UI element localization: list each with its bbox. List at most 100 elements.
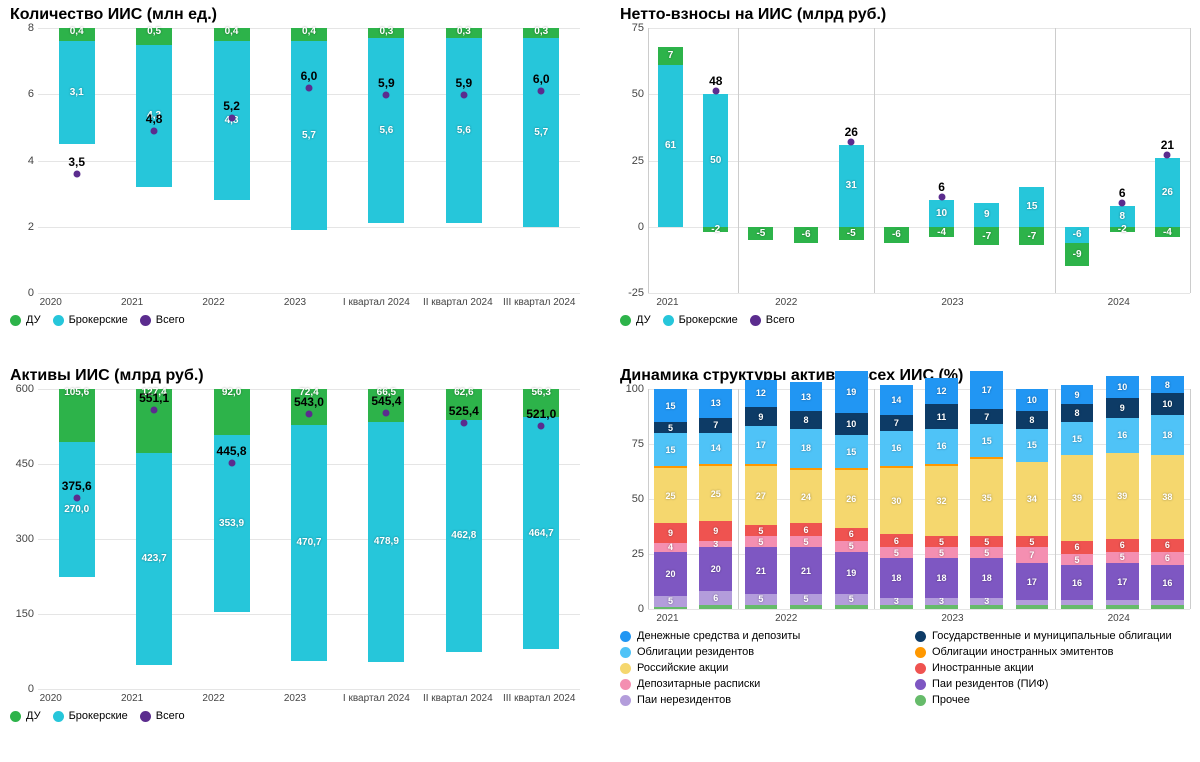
legend: ДУБрокерскиеВсего <box>620 314 1190 326</box>
segment-label: 5,6 <box>457 125 471 136</box>
legend-label: Паи резидентов (ПИФ) <box>932 678 1048 690</box>
plot-area: 024683,10,43,54,30,54,84,80,45,25,70,46,… <box>10 28 580 293</box>
x-label: 2021 <box>620 613 715 624</box>
segment-label: 62,6 <box>454 387 473 398</box>
total-label: 525,4 <box>449 404 479 418</box>
segment-label: 56,3 <box>532 387 551 398</box>
segment-label: -7 <box>982 231 991 242</box>
plot-area: 0150300450600270,0105,6375,6423,7127,455… <box>10 389 580 689</box>
x-label: I квартал 2024 <box>336 297 417 308</box>
segment-label: 8 <box>1075 408 1080 418</box>
x-label: I квартал 2024 <box>336 693 417 704</box>
segment-label: 6 <box>894 536 899 546</box>
segment-label: 0,3 <box>534 26 548 37</box>
segment-label: 10 <box>936 208 947 219</box>
segment-label: 31 <box>846 180 857 191</box>
segment-label: 7 <box>1029 550 1034 560</box>
total-label: 4,8 <box>146 112 163 126</box>
segment-label: 5 <box>1120 552 1125 562</box>
legend-label: Брокерские <box>69 314 128 326</box>
x-axis-labels: 2021202220232024 <box>620 613 1190 624</box>
total-label: 48 <box>709 74 722 88</box>
segment-label: 5,7 <box>302 130 316 141</box>
segment-label: 16 <box>937 441 947 451</box>
total-marker <box>228 114 235 121</box>
legend-label: ДУ <box>636 314 651 326</box>
y-tick: 0 <box>28 287 34 299</box>
total-marker <box>151 128 158 135</box>
chart-net-deposits: Нетто-взносы на ИИС (млрд руб.)-25025507… <box>610 0 1200 355</box>
x-label: II квартал 2024 <box>417 693 498 704</box>
segment-label: 7 <box>984 412 989 422</box>
total-label: 545,4 <box>371 394 401 408</box>
segment-label: -2 <box>711 224 720 235</box>
plot-area: -25025507561750-248-5-631-526-610-469-71… <box>620 28 1190 293</box>
x-label: III квартал 2024 <box>499 297 580 308</box>
segment-label: 5 <box>668 423 673 433</box>
segment-label: 8 <box>1029 415 1034 425</box>
segment-label: 5,6 <box>379 125 393 136</box>
segment-label: -7 <box>1027 231 1036 242</box>
legend-label: ДУ <box>26 314 41 326</box>
segment-label: 8 <box>804 415 809 425</box>
total-marker <box>305 411 312 418</box>
total-marker <box>228 460 235 467</box>
legend-label: Прочее <box>932 694 970 706</box>
segment-label: 0,3 <box>457 26 471 37</box>
segment-label: 0,4 <box>225 26 239 37</box>
segment-label: 10 <box>1117 382 1127 392</box>
x-label: 2020 <box>10 693 91 704</box>
x-label: 2022 <box>173 693 254 704</box>
segment-label: 6 <box>804 525 809 535</box>
segment-label: 38 <box>1162 492 1172 502</box>
segment-label: 5 <box>984 537 989 547</box>
x-axis-labels: 2021202220232024 <box>620 297 1190 308</box>
segment-label: 39 <box>1117 491 1127 501</box>
bar-column: 3,10,43,5 <box>38 28 115 293</box>
segment-label: 35 <box>982 493 992 503</box>
segment-label: 18 <box>801 443 811 453</box>
segment-label: 17 <box>1117 577 1127 587</box>
total-label: 21 <box>1161 138 1174 152</box>
segment-label: 25 <box>711 489 721 499</box>
y-tick: 8 <box>28 22 34 34</box>
segment-label: 6 <box>1120 540 1125 550</box>
segment-label: 17 <box>982 385 992 395</box>
segment-label: 50 <box>710 155 721 166</box>
segment-label: 9 <box>668 528 673 538</box>
segment-label: 18 <box>937 573 947 583</box>
segment-label: 10 <box>846 419 856 429</box>
y-tick: 25 <box>632 155 644 167</box>
segment-label: -5 <box>847 228 856 239</box>
plot-area: 0255075100520492515515620392514713521552… <box>620 389 1190 609</box>
segment-label: 5 <box>939 537 944 547</box>
segment-label: 21 <box>801 566 811 576</box>
bar-column: 462,862,6525,4 <box>425 389 502 689</box>
segment-label: -2 <box>1118 224 1127 235</box>
y-tick: 100 <box>626 383 644 395</box>
legend-label: Денежные средства и депозиты <box>637 630 800 642</box>
total-label: 521,0 <box>526 407 556 421</box>
total-marker <box>538 422 545 429</box>
x-label: 2023 <box>254 297 335 308</box>
bar-column: 5,70,46,0 <box>270 28 347 293</box>
y-tick: 4 <box>28 155 34 167</box>
segment-label: 32 <box>937 496 947 506</box>
segment-label: 5 <box>849 594 854 604</box>
segment-label: 26 <box>846 494 856 504</box>
segment-label: 6 <box>1075 542 1080 552</box>
bar-column: 5,60,35,9 <box>348 28 425 293</box>
chart-asset-structure: Динамика структуры активов всех ИИС (%)0… <box>610 361 1200 756</box>
x-label: 2024 <box>1048 297 1191 308</box>
segment-label: 12 <box>756 388 766 398</box>
x-label: 2021 <box>91 297 172 308</box>
segment-label: 7 <box>668 50 674 61</box>
total-marker <box>848 138 855 145</box>
segment-label: 39 <box>1072 493 1082 503</box>
segment-label: 61 <box>665 140 676 151</box>
bar-column: 470,772,4543,0 <box>270 389 347 689</box>
x-axis-labels: 2020202120222023I квартал 2024II квартал… <box>10 693 580 704</box>
total-label: 3,5 <box>68 155 85 169</box>
y-tick: 6 <box>28 88 34 100</box>
legend-label: Российские акции <box>637 662 728 674</box>
